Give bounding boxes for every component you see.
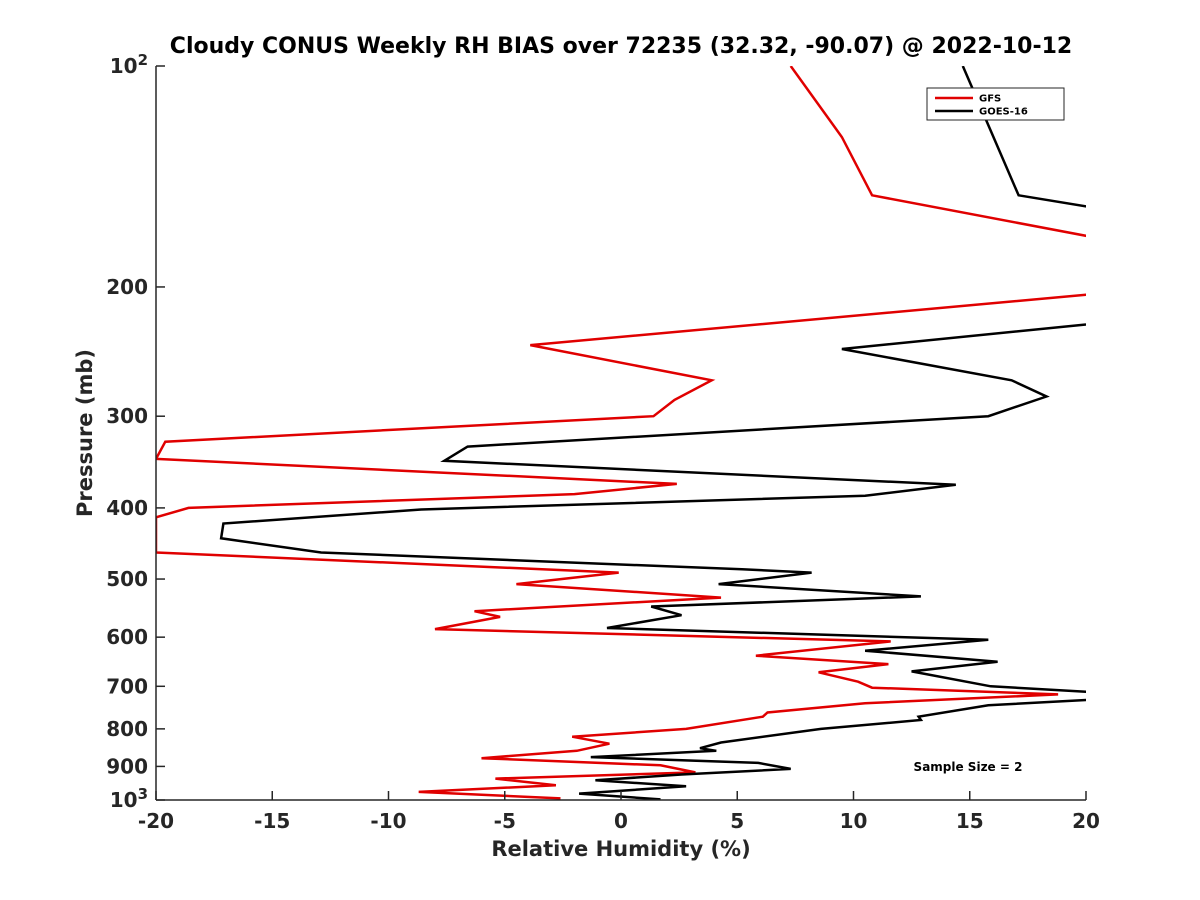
x-tick-label: -10 [370,809,406,833]
y-tick-label: 103 [110,785,148,812]
x-axis-label: Relative Humidity (%) [491,837,750,861]
x-tick-label: -5 [494,809,516,833]
y-tick-label: 700 [106,674,148,698]
y-tick-label: 300 [106,404,148,428]
y-tick-label: 500 [106,567,148,591]
y-axis-label: Pressure (mb) [73,349,97,517]
legend-label-goes-16: GOES-16 [979,107,1028,118]
y-tick-label: 200 [106,275,148,299]
series-line-goes-16 [219,66,1086,800]
series-line-gfs [156,66,1086,800]
series-layer [156,66,1086,800]
legend-label-gfs: GFS [979,94,1001,105]
x-tick-label: 5 [730,809,744,833]
y-tick-label: 102 [110,51,148,78]
x-tick-label: 10 [840,809,868,833]
y-tick-label: 600 [106,625,148,649]
y-tick-label: 900 [106,754,148,778]
x-tick-label: -15 [254,809,290,833]
chart-title: Cloudy CONUS Weekly RH BIAS over 72235 (… [170,34,1072,59]
sample-size-annotation: Sample Size = 2 [914,760,1023,774]
y-tick-label: 800 [106,717,148,741]
legend: GFS GOES-16 [926,87,1065,121]
x-tick-label: 15 [956,809,984,833]
x-tick-label: 0 [614,809,628,833]
x-ticks: -20 -15 -10 -5 0 5 10 15 20 [138,791,1100,833]
x-tick-label: 20 [1072,809,1100,833]
legend-box [926,87,1065,121]
y-tick-label: 400 [106,496,148,520]
x-tick-label: -20 [138,809,174,833]
